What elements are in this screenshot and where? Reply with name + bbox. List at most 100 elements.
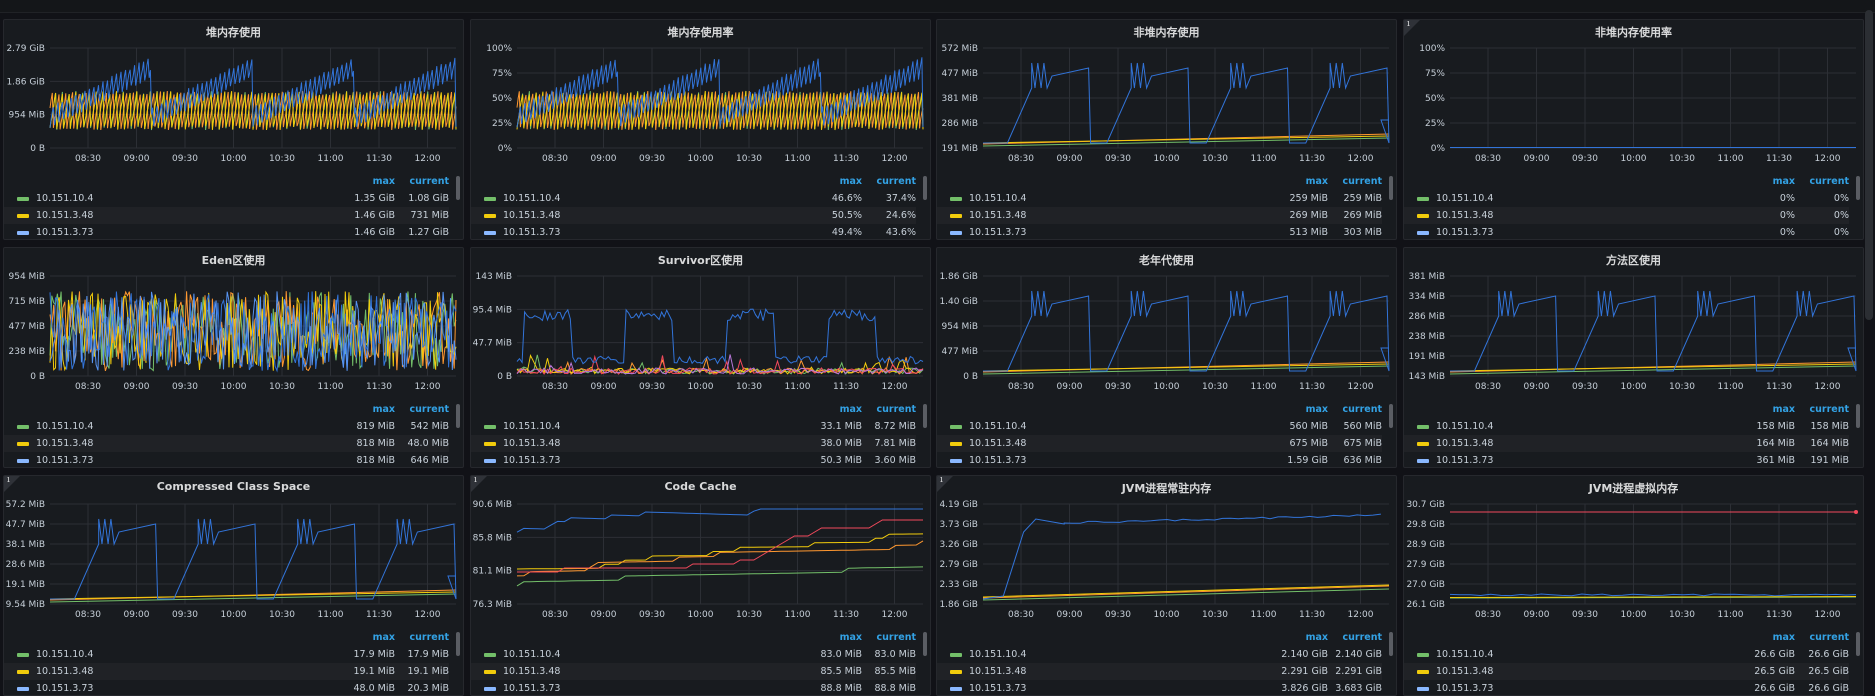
legend-header-current[interactable]: current: [1342, 632, 1382, 643]
series-color-swatch[interactable]: [950, 686, 962, 691]
legend-header-max[interactable]: max: [839, 404, 862, 415]
legend-scrollbar[interactable]: [456, 632, 460, 656]
legend-header-max[interactable]: max: [1305, 632, 1328, 643]
legend-header-current[interactable]: current: [1809, 176, 1849, 187]
series-color-swatch[interactable]: [484, 424, 496, 429]
time-series-chart[interactable]: 90.6 MiB 85.8 MiB 81.1 MiB 76.3 MiB 08:30 09:…: [471, 496, 930, 626]
time-series-chart[interactable]: 572 MiB 477 MiB 381 MiB 286 MiB 191 MiB 08:30…: [937, 40, 1396, 170]
series-color-swatch[interactable]: [17, 669, 29, 674]
time-series-chart[interactable]: 4.19 GiB 3.73 GiB 3.26 GiB 2.79 GiB 2.33 GiB…: [937, 496, 1396, 626]
legend-series-name[interactable]: 10.151.3.73: [36, 683, 94, 694]
legend-row[interactable]: 10.151.10.4 819 MiB 542 MiB: [4, 418, 449, 435]
legend-row[interactable]: 10.151.10.4 0% 0%: [1404, 190, 1849, 207]
legend-series-name[interactable]: 10.151.3.48: [503, 666, 561, 677]
legend-row[interactable]: 10.151.3.73 49.4% 43.6%: [471, 224, 916, 239]
series-color-swatch[interactable]: [1417, 441, 1429, 446]
panel-title[interactable]: Eden区使用: [201, 254, 266, 267]
series-color-swatch[interactable]: [1417, 458, 1429, 463]
legend-row[interactable]: 10.151.3.48 2.291 GiB 2.291 GiB: [937, 663, 1382, 680]
series-color-swatch[interactable]: [1417, 686, 1429, 691]
series-color-swatch[interactable]: [484, 230, 496, 235]
panel-title[interactable]: 堆内存使用: [206, 26, 261, 39]
legend-series-name[interactable]: 10.151.3.73: [36, 455, 94, 466]
legend-header-max[interactable]: max: [1305, 404, 1328, 415]
time-series-chart[interactable]: 381 MiB 334 MiB 286 MiB 238 MiB 191 MiB 143 M…: [1404, 268, 1863, 398]
series-color-swatch[interactable]: [17, 213, 29, 218]
legend-header-max[interactable]: max: [1305, 176, 1328, 187]
legend-series-name[interactable]: 10.151.3.48: [503, 210, 561, 221]
legend-scrollbar[interactable]: [923, 176, 927, 200]
legend-header-max[interactable]: max: [372, 176, 395, 187]
series-color-swatch[interactable]: [484, 458, 496, 463]
panel[interactable]: 方法区使用 381 MiB 334 MiB 286 MiB 238 MiB 191 MiB…: [1403, 247, 1864, 468]
series-color-swatch[interactable]: [1417, 424, 1429, 429]
panel-title[interactable]: JVM进程常驻内存: [1121, 482, 1212, 495]
page-scrollbar[interactable]: [1865, 10, 1873, 320]
legend-row[interactable]: 10.151.3.73 48.0 MiB 20.3 MiB: [4, 680, 449, 695]
panel[interactable]: Survivor区使用 143 MiB 95.4 MiB 47.7 MiB 0 B 08:…: [470, 247, 931, 468]
legend-series-name[interactable]: 10.151.3.73: [1436, 227, 1494, 238]
legend-header-current[interactable]: current: [876, 176, 916, 187]
series-color-swatch[interactable]: [950, 196, 962, 201]
legend-row[interactable]: 10.151.3.48 26.5 GiB 26.5 GiB: [1404, 663, 1849, 680]
legend-series-name[interactable]: 10.151.3.73: [969, 683, 1027, 694]
legend-row[interactable]: 10.151.3.73 50.3 MiB 3.60 MiB: [471, 452, 916, 467]
time-series-chart[interactable]: 954 MiB 715 MiB 477 MiB 238 MiB 0 B 08:30 09:0…: [4, 268, 463, 398]
legend-header-max[interactable]: max: [1772, 404, 1795, 415]
series-color-swatch[interactable]: [950, 213, 962, 218]
legend-scrollbar[interactable]: [1856, 404, 1860, 428]
legend-series-name[interactable]: 10.151.10.4: [503, 193, 561, 204]
panel-title[interactable]: Compressed Class Space: [156, 480, 311, 493]
legend-row[interactable]: 10.151.3.48 38.0 MiB 7.81 MiB: [471, 435, 916, 452]
series-color-swatch[interactable]: [950, 458, 962, 463]
legend-row[interactable]: 10.151.10.4 158 MiB 158 MiB: [1404, 418, 1849, 435]
legend-scrollbar[interactable]: [456, 404, 460, 428]
legend-header-current[interactable]: current: [1809, 632, 1849, 643]
panel-title[interactable]: 堆内存使用率: [667, 26, 734, 39]
legend-series-name[interactable]: 10.151.10.4: [1436, 421, 1494, 432]
legend-header-current[interactable]: current: [409, 404, 449, 415]
legend-series-name[interactable]: 10.151.10.4: [503, 649, 561, 660]
time-series-chart[interactable]: 1.86 GiB 1.40 GiB 954 MiB 477 MiB 0 B 08:30 09…: [937, 268, 1396, 398]
series-color-swatch[interactable]: [950, 669, 962, 674]
series-color-swatch[interactable]: [17, 196, 29, 201]
series-color-swatch[interactable]: [17, 458, 29, 463]
legend-series-name[interactable]: 10.151.10.4: [969, 193, 1027, 204]
legend-row[interactable]: 10.151.10.4 83.0 MiB 83.0 MiB: [471, 646, 916, 663]
legend-row[interactable]: 10.151.3.73 818 MiB 646 MiB: [4, 452, 449, 467]
panel-title[interactable]: 非堆内存使用: [1133, 26, 1200, 39]
legend-row[interactable]: 10.151.10.4 2.140 GiB 2.140 GiB: [937, 646, 1382, 663]
legend-scrollbar[interactable]: [1389, 632, 1393, 656]
legend-series-name[interactable]: 10.151.10.4: [969, 649, 1027, 660]
panel[interactable]: i Compressed Class Space 57.2 MiB 47.7 MiB 3…: [3, 475, 464, 696]
time-series-chart[interactable]: 57.2 MiB 47.7 MiB 38.1 MiB 28.6 MiB 19.1 MiB…: [4, 496, 463, 626]
legend-row[interactable]: 10.151.10.4 259 MiB 259 MiB: [937, 190, 1382, 207]
panel-info-corner[interactable]: [1404, 20, 1420, 36]
panel[interactable]: i Code Cache 90.6 MiB 85.8 MiB 81.1 MiB 76.3 …: [470, 475, 931, 696]
legend-header-max[interactable]: max: [839, 632, 862, 643]
legend-scrollbar[interactable]: [456, 176, 460, 200]
panel[interactable]: i 非堆内存使用率 100% 75% 50% 25% 0% 08:30 09:00 09:30 10…: [1403, 19, 1864, 240]
info-icon[interactable]: i: [940, 475, 943, 485]
series-color-swatch[interactable]: [1417, 230, 1429, 235]
legend-series-name[interactable]: 10.151.3.48: [1436, 438, 1494, 449]
time-series-chart[interactable]: 143 MiB 95.4 MiB 47.7 MiB 0 B 08:30 09:00 09:3…: [471, 268, 930, 398]
series-color-swatch[interactable]: [484, 686, 496, 691]
legend-header-current[interactable]: current: [1342, 404, 1382, 415]
legend-series-name[interactable]: 10.151.3.48: [969, 210, 1027, 221]
legend-header-max[interactable]: max: [372, 404, 395, 415]
legend-scrollbar[interactable]: [1856, 632, 1860, 656]
legend-row[interactable]: 10.151.10.4 1.35 GiB 1.08 GiB: [4, 190, 449, 207]
series-color-swatch[interactable]: [484, 441, 496, 446]
panel[interactable]: JVM进程虚拟内存 30.7 GiB 29.8 GiB 28.9 GiB 27.9 Gi…: [1403, 475, 1864, 696]
legend-series-name[interactable]: 10.151.3.73: [1436, 683, 1494, 694]
panel-title[interactable]: 非堆内存使用率: [1595, 26, 1672, 39]
panel[interactable]: 堆内存使用率 100% 75% 50% 25% 0% 08:30 09:00 09:30 10:0…: [470, 19, 931, 240]
legend-row[interactable]: 10.151.3.73 26.6 GiB 26.6 GiB: [1404, 680, 1849, 695]
time-series-chart[interactable]: 100% 75% 50% 25% 0% 08:30 09:00 09:30 10:00 10:30…: [471, 40, 930, 170]
series-color-swatch[interactable]: [950, 652, 962, 657]
legend-series-name[interactable]: 10.151.10.4: [969, 421, 1027, 432]
panel-title[interactable]: JVM进程虚拟内存: [1588, 482, 1679, 495]
legend-header-max[interactable]: max: [1772, 176, 1795, 187]
legend-header-current[interactable]: current: [1809, 404, 1849, 415]
